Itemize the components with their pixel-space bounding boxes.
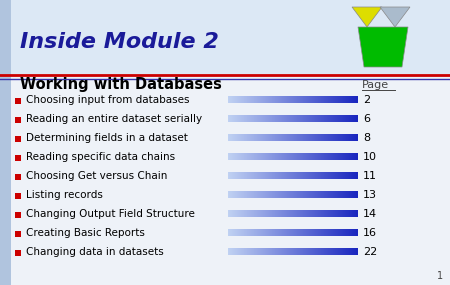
FancyBboxPatch shape xyxy=(0,0,450,75)
Text: 6: 6 xyxy=(363,114,370,124)
Text: Determining fields in a dataset: Determining fields in a dataset xyxy=(26,133,188,143)
Text: Inside Module 2: Inside Module 2 xyxy=(20,32,219,52)
Text: Choosing Get versus Chain: Choosing Get versus Chain xyxy=(26,171,167,181)
Polygon shape xyxy=(358,27,408,67)
FancyBboxPatch shape xyxy=(15,154,21,160)
FancyBboxPatch shape xyxy=(15,117,21,123)
FancyBboxPatch shape xyxy=(15,135,21,141)
Text: 8: 8 xyxy=(363,133,370,143)
Text: 1: 1 xyxy=(437,271,443,281)
Text: Changing Output Field Structure: Changing Output Field Structure xyxy=(26,209,195,219)
Text: 11: 11 xyxy=(363,171,377,181)
FancyBboxPatch shape xyxy=(15,174,21,180)
Text: Working with Databases: Working with Databases xyxy=(20,78,222,93)
Text: 2: 2 xyxy=(363,95,370,105)
FancyBboxPatch shape xyxy=(15,192,21,198)
Text: 10: 10 xyxy=(363,152,377,162)
Text: Reading specific data chains: Reading specific data chains xyxy=(26,152,175,162)
Text: Reading an entire dataset serially: Reading an entire dataset serially xyxy=(26,114,202,124)
FancyBboxPatch shape xyxy=(0,0,11,285)
Text: 14: 14 xyxy=(363,209,377,219)
FancyBboxPatch shape xyxy=(15,249,21,255)
Text: Creating Basic Reports: Creating Basic Reports xyxy=(26,228,145,238)
Polygon shape xyxy=(380,7,410,27)
FancyBboxPatch shape xyxy=(15,97,21,103)
Text: 16: 16 xyxy=(363,228,377,238)
Polygon shape xyxy=(352,7,382,27)
FancyBboxPatch shape xyxy=(15,231,21,237)
FancyBboxPatch shape xyxy=(15,211,21,217)
Text: 22: 22 xyxy=(363,247,377,257)
Text: 13: 13 xyxy=(363,190,377,200)
Text: Changing data in datasets: Changing data in datasets xyxy=(26,247,164,257)
Text: Choosing input from databases: Choosing input from databases xyxy=(26,95,189,105)
Text: Page: Page xyxy=(362,80,389,90)
Text: Listing records: Listing records xyxy=(26,190,103,200)
